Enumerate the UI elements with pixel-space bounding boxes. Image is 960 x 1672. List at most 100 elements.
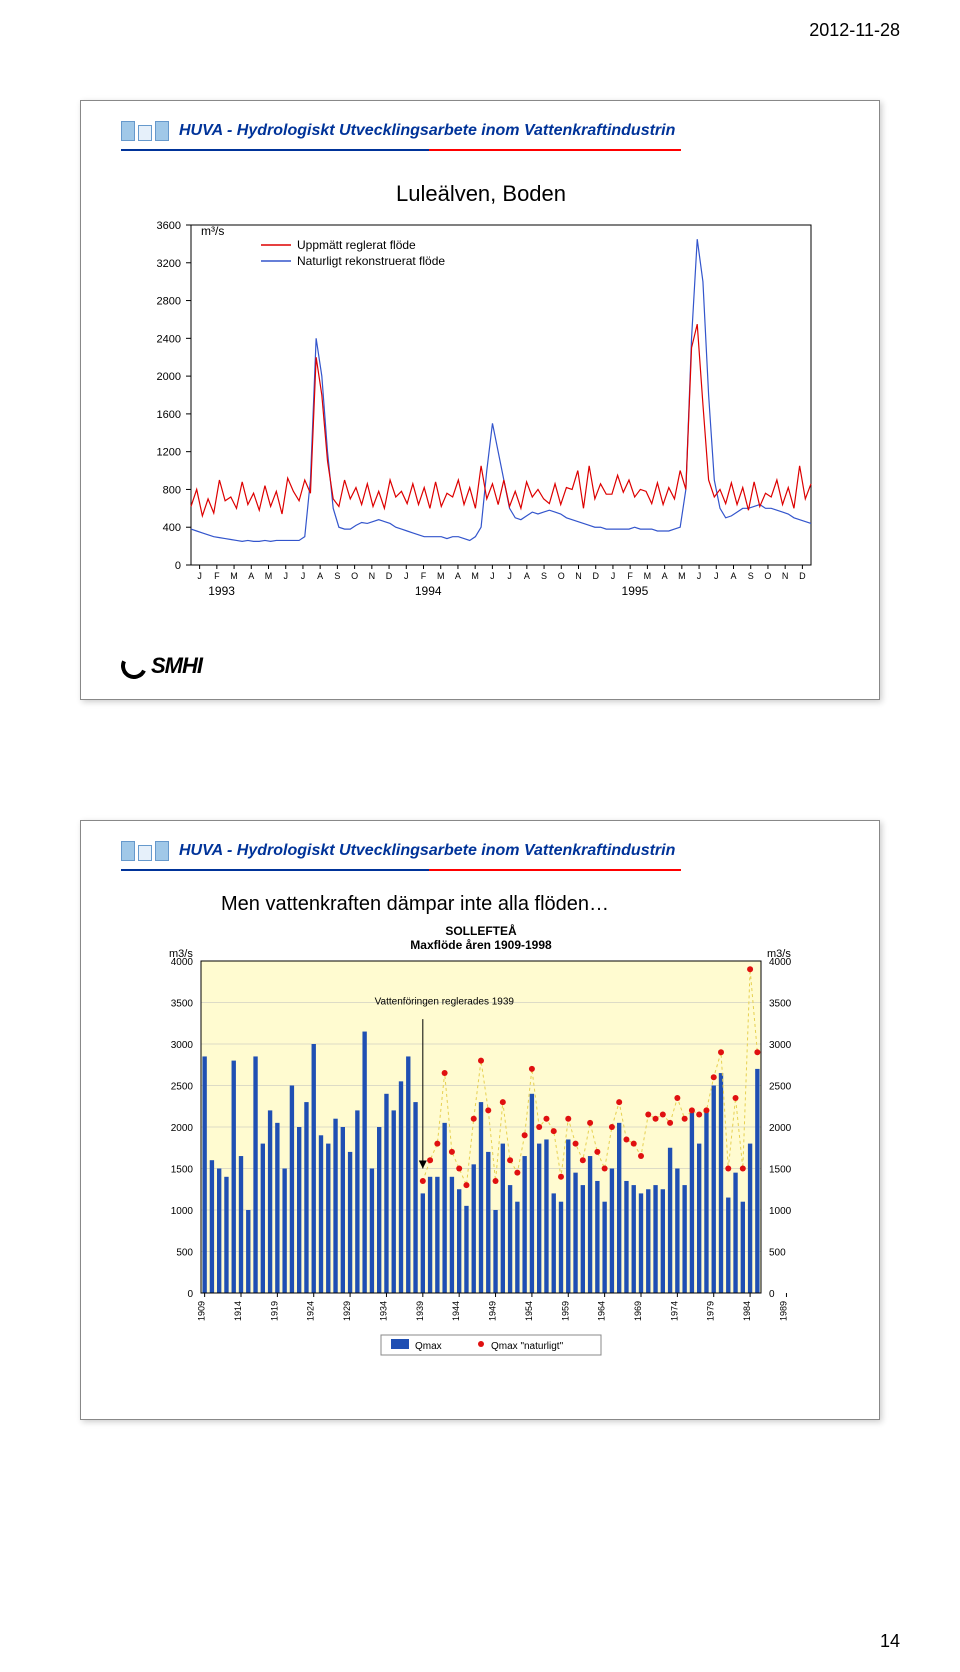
banner-underline-2 <box>121 869 681 871</box>
smhi-text: SMHI <box>151 653 202 679</box>
svg-text:1974: 1974 <box>669 1301 679 1321</box>
svg-text:1929: 1929 <box>342 1301 352 1321</box>
svg-text:1993: 1993 <box>208 584 235 598</box>
date-header: 2012-11-28 <box>809 20 900 41</box>
svg-text:1979: 1979 <box>706 1301 716 1321</box>
svg-text:4000: 4000 <box>769 957 792 968</box>
svg-text:3500: 3500 <box>171 999 194 1010</box>
svg-text:1959: 1959 <box>560 1301 570 1321</box>
chart1-svg: 0 400 800 1200 1600 2000 2400 2800 3200 3600 m³/s J… <box>141 215 821 615</box>
svg-text:1200: 1200 <box>157 447 181 459</box>
svg-text:500: 500 <box>176 1248 193 1259</box>
svg-text:0: 0 <box>187 1289 193 1300</box>
svg-text:1909: 1909 <box>197 1301 207 1321</box>
svg-text:1924: 1924 <box>306 1301 316 1321</box>
svg-text:F: F <box>421 571 427 581</box>
svg-text:2800: 2800 <box>157 296 181 308</box>
svg-text:J: J <box>283 571 288 581</box>
svg-text:A: A <box>662 571 668 581</box>
svg-text:J: J <box>404 571 409 581</box>
svg-text:1964: 1964 <box>597 1301 607 1321</box>
svg-text:1919: 1919 <box>269 1301 279 1321</box>
svg-text:1949: 1949 <box>488 1301 498 1321</box>
svg-text:O: O <box>351 571 358 581</box>
svg-text:1600: 1600 <box>157 409 181 421</box>
svg-text:O: O <box>764 571 771 581</box>
slide-1: HUVA - Hydrologiskt Utvecklingsarbete in… <box>80 100 880 700</box>
chart2-subtitle: Men vattenkraften dämpar inte alla flöde… <box>221 893 609 916</box>
banner: HUVA - Hydrologiskt Utvecklingsarbete in… <box>121 121 675 141</box>
svg-text:1969: 1969 <box>633 1301 643 1321</box>
svg-text:Naturligt rekonstruerat flöde: Naturligt rekonstruerat flöde <box>297 254 445 268</box>
smhi-arc-icon <box>117 649 150 682</box>
svg-text:J: J <box>490 571 495 581</box>
svg-text:A: A <box>524 571 530 581</box>
svg-text:M: M <box>471 571 479 581</box>
svg-text:1000: 1000 <box>171 1206 194 1217</box>
smhi-logo: SMHI <box>121 653 202 679</box>
svg-text:F: F <box>627 571 633 581</box>
svg-text:1994: 1994 <box>415 584 442 598</box>
svg-text:2000: 2000 <box>769 1123 792 1134</box>
svg-text:D: D <box>386 571 393 581</box>
svg-text:0: 0 <box>175 560 181 572</box>
svg-text:J: J <box>197 571 202 581</box>
svg-text:D: D <box>592 571 599 581</box>
svg-text:1995: 1995 <box>622 584 649 598</box>
svg-text:Qmax: Qmax <box>415 1341 442 1352</box>
svg-text:2400: 2400 <box>157 333 181 345</box>
svg-text:Uppmätt reglerat flöde: Uppmätt reglerat flöde <box>297 238 416 252</box>
svg-text:SOLLEFTEÅ: SOLLEFTEÅ <box>445 923 517 938</box>
svg-text:S: S <box>334 571 340 581</box>
slide-2: HUVA - Hydrologiskt Utvecklingsarbete in… <box>80 820 880 1420</box>
svg-text:S: S <box>541 571 547 581</box>
svg-text:1954: 1954 <box>524 1301 534 1321</box>
page-number: 14 <box>880 1631 900 1652</box>
svg-text:2500: 2500 <box>171 1082 194 1093</box>
svg-text:S: S <box>748 571 754 581</box>
svg-text:M: M <box>437 571 445 581</box>
chart-solleftea: SOLLEFTEÅMaxflöde åren 1909-1998m3/sm3/s… <box>151 921 811 1351</box>
svg-text:1500: 1500 <box>769 1165 792 1176</box>
svg-text:J: J <box>507 571 512 581</box>
svg-text:J: J <box>611 571 616 581</box>
svg-text:800: 800 <box>163 484 181 496</box>
svg-text:1000: 1000 <box>769 1206 792 1217</box>
svg-text:M: M <box>678 571 686 581</box>
banner-underline <box>121 149 681 151</box>
svg-text:2500: 2500 <box>769 1082 792 1093</box>
svg-text:O: O <box>558 571 565 581</box>
svg-text:1989: 1989 <box>778 1301 788 1321</box>
banner-title-2: HUVA - Hydrologiskt Utvecklingsarbete in… <box>179 842 675 860</box>
svg-text:3200: 3200 <box>157 258 181 270</box>
svg-text:Maxflöde åren 1909-1998: Maxflöde åren 1909-1998 <box>410 938 552 952</box>
svg-text:3500: 3500 <box>769 999 792 1010</box>
svg-text:A: A <box>248 571 254 581</box>
svg-text:3000: 3000 <box>769 1040 792 1051</box>
svg-text:400: 400 <box>163 522 181 534</box>
chart1-title: Luleälven, Boden <box>141 181 821 207</box>
svg-text:J: J <box>714 571 719 581</box>
banner-title: HUVA - Hydrologiskt Utvecklingsarbete in… <box>179 122 675 140</box>
svg-text:J: J <box>697 571 702 581</box>
svg-text:D: D <box>799 571 806 581</box>
svg-text:N: N <box>369 571 376 581</box>
svg-text:M: M <box>644 571 652 581</box>
svg-text:J: J <box>301 571 306 581</box>
svg-text:Qmax "naturligt": Qmax "naturligt" <box>491 1341 564 1352</box>
svg-text:1939: 1939 <box>415 1301 425 1321</box>
chart2-svg: SOLLEFTEÅMaxflöde åren 1909-1998m3/sm3/s… <box>151 921 811 1361</box>
svg-text:1500: 1500 <box>171 1165 194 1176</box>
svg-text:N: N <box>575 571 582 581</box>
svg-text:1984: 1984 <box>742 1301 752 1321</box>
svg-text:m³/s: m³/s <box>201 224 224 238</box>
svg-text:4000: 4000 <box>171 957 194 968</box>
chart-lulealven: Luleälven, Boden 0 400 800 1200 1600 2000 2400… <box>141 181 821 611</box>
svg-text:2000: 2000 <box>157 371 181 383</box>
svg-text:M: M <box>230 571 238 581</box>
svg-text:A: A <box>317 571 323 581</box>
svg-text:F: F <box>214 571 220 581</box>
svg-text:Vattenföringen reglerades 1939: Vattenföringen reglerades 1939 <box>375 997 515 1008</box>
svg-text:3600: 3600 <box>157 220 181 232</box>
svg-text:2000: 2000 <box>171 1123 194 1134</box>
